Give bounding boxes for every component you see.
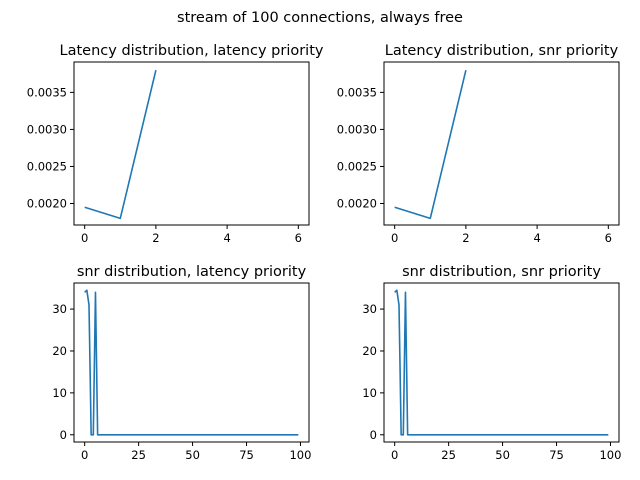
x-tick-label: 100 [289, 448, 311, 462]
x-tick-label: 25 [441, 448, 456, 462]
y-tick-label: 0.0025 [27, 159, 67, 173]
y-tick-label: 10 [52, 386, 67, 400]
subplot-title: snr distribution, snr priority [402, 264, 601, 280]
subplot-2: Latency distribution, snr priority 0 2 4 6 0.… [337, 43, 620, 245]
axes-frame [383, 282, 620, 443]
x-tick-label: 0 [81, 231, 88, 245]
x-tick-label: 75 [549, 448, 564, 462]
subplot-3: snr distribution, latency priority 0 25 50 7… [52, 264, 311, 462]
x-tick-label: 75 [239, 448, 254, 462]
x-tick-label: 2 [152, 231, 159, 245]
y-tick-label: 20 [52, 344, 67, 358]
y-tick-label: 0.0020 [27, 197, 67, 211]
y-tick-label: 0.0035 [337, 85, 377, 99]
y-tick-label: 0.0030 [27, 122, 67, 136]
y-tick-label: 0 [60, 428, 67, 442]
axes-frame [383, 61, 620, 226]
x-tick-label: 100 [599, 448, 621, 462]
x-tick-label: 0 [391, 231, 398, 245]
y-tick-label: 0.0025 [337, 159, 377, 173]
series-line [84, 289, 299, 436]
x-tick-label: 4 [223, 231, 230, 245]
y-tick-label: 20 [362, 344, 377, 358]
subplot-title: snr distribution, latency priority [77, 264, 307, 280]
x-tick-label: 2 [462, 231, 469, 245]
x-tick-label: 4 [533, 231, 540, 245]
subplot-1: Latency distribution, latency priority 0 2… [27, 43, 324, 245]
x-tick-label: 0 [81, 448, 88, 462]
subplot-title: Latency distribution, snr priority [385, 43, 619, 59]
x-tick-label: 50 [185, 448, 200, 462]
y-tick-label: 30 [52, 302, 67, 316]
series-line [84, 69, 157, 220]
x-tick-label: 0 [391, 448, 398, 462]
figure-suptitle: stream of 100 connections, always free [177, 10, 463, 26]
axes-frame [73, 282, 310, 443]
y-tick-label: 0.0030 [337, 122, 377, 136]
axes-frame [73, 61, 310, 226]
x-tick-label: 50 [495, 448, 510, 462]
y-tick-label: 0.0035 [27, 85, 67, 99]
y-tick-label: 0.0020 [337, 197, 377, 211]
x-tick-label: 6 [295, 231, 302, 245]
subplot-title: Latency distribution, latency priority [60, 43, 324, 59]
series-line [394, 69, 467, 220]
x-tick-label: 6 [605, 231, 612, 245]
x-tick-label: 25 [131, 448, 146, 462]
y-tick-label: 0 [370, 428, 377, 442]
series-line [394, 289, 609, 436]
y-tick-label: 10 [362, 386, 377, 400]
y-tick-label: 30 [362, 302, 377, 316]
subplots: Latency distribution, latency priority 0 2… [27, 43, 622, 462]
